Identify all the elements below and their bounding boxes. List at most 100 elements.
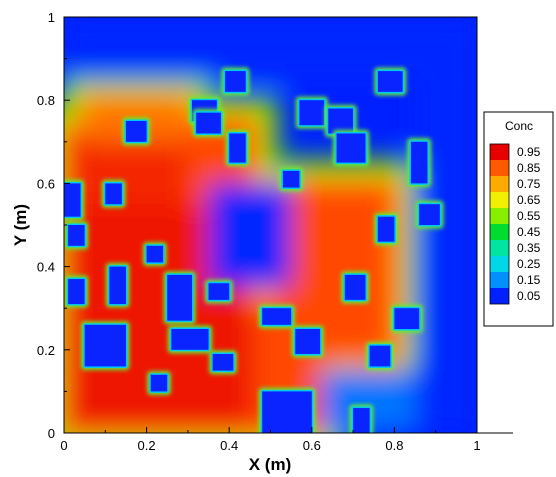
obstacle-core [150,374,168,392]
obstacle-15 [221,67,250,96]
legend-bar-frame [489,143,510,305]
x-tick-label: 0.2 [138,438,156,453]
obstacle-25 [349,404,374,433]
obstacle-26 [366,342,394,370]
obstacle-22 [324,105,357,137]
obstacle-core [105,183,122,205]
obstacle-21 [295,96,328,129]
obstacle-core [410,141,428,184]
obstacle-core [336,133,366,163]
obstacle-31 [415,200,444,229]
y-tick-label: 0.6 [37,176,55,191]
obstacle-4 [101,179,126,208]
legend-level-label: 0.85 [517,161,541,175]
obstacle-13 [205,279,233,304]
obstacle-core [229,133,246,163]
obstacle-8 [147,371,171,395]
obstacle-core [262,308,292,325]
legend-level-label: 0.05 [517,289,541,303]
x-tick-label: 0 [60,438,67,453]
obstacle-core [353,408,370,433]
obstacle-1 [64,221,89,250]
obstacle-core [419,204,440,225]
obstacle-core [212,353,234,371]
legend-swatch [490,176,509,192]
legend-level-label: 0.65 [517,193,541,207]
legend-swatch [490,272,509,288]
y-tick-label: 0.8 [37,93,55,108]
obstacle-core [369,345,391,367]
obstacle-12 [192,109,225,137]
obstacle-core [377,216,395,242]
axes: 0 0.2 0.4 0.6 0.8 1 0 0.2 0.4 0.6 0.8 1 [37,10,513,453]
obstacle-27 [374,213,398,246]
legend-level-label: 0.25 [517,257,541,271]
obstacle-core [282,170,300,188]
y-tick-label: 0.4 [37,260,55,275]
obstacle-core [377,71,403,92]
obstacle-core [171,329,209,350]
plot-area [63,16,478,434]
obstacle-core [68,225,85,246]
obstacle-5 [105,263,130,308]
obstacle-core [394,308,420,329]
low-zone-1 [415,79,477,433]
obstacle-core [299,100,325,126]
obstacle-core [344,274,366,300]
legend-swatch [490,144,509,160]
x-axis-label: X (m) [249,455,292,474]
obstacle-14 [209,350,237,375]
colorbar-legend: Conc 0.95 0.85 0.75 0.65 0.55 0.45 0.35 0.25 0.1… [483,111,554,327]
obstacle-10 [167,325,213,354]
obstacle-6 [122,117,151,146]
legend-swatch [490,160,509,176]
x-tick-label: 0.4 [220,438,238,453]
obstacle-core [68,279,85,305]
obstacle-core [109,266,126,305]
legend-swatch [490,256,509,272]
x-tick-label: 0.8 [385,438,403,453]
legend-level-label: 0.15 [517,273,541,287]
obstacle-24 [341,271,369,304]
obstacle-28 [374,67,407,96]
low-zone-2 [208,183,292,288]
legend-level-label: 0.75 [517,177,541,191]
obstacle-core [64,183,81,217]
x-tick-label: 1 [473,438,480,453]
obstacle-9 [163,271,196,325]
low-zone-0 [64,17,477,80]
obstacle-2 [64,275,89,308]
obstacle-core [125,121,147,142]
obstacle-17 [258,304,295,329]
obstacle-core [328,108,354,134]
legend-level-label: 0.95 [517,145,541,159]
legend-swatch [490,240,509,256]
obstacle-core [146,245,164,263]
obstacle-3 [81,321,130,370]
y-axis-label: Y (m) [11,204,30,246]
obstacle-core [167,274,193,321]
legend-swatch [490,208,509,224]
x-tick-label: 0.6 [303,438,321,453]
legend-swatch [490,192,509,208]
obstacle-core [225,71,246,92]
obstacle-16 [225,129,250,167]
obstacle-19 [258,387,316,433]
obstacle-core [196,112,221,134]
obstacle-core [84,324,126,367]
legend-swatch [490,224,509,240]
legend-level-label: 0.55 [517,209,541,223]
legend-level-label: 0.45 [517,225,541,239]
obstacle-core [295,329,321,354]
obstacle-29 [390,304,423,333]
legend-title: Conc [505,119,533,133]
obstacle-core [208,283,230,300]
obstacle-layer [64,67,444,433]
obstacle-18 [279,167,303,192]
y-tick-label: 1 [48,10,55,25]
obstacle-core [262,391,312,433]
y-tick-label: 0.2 [37,343,55,358]
obstacle-7 [143,242,167,266]
legend-swatch [490,288,509,304]
